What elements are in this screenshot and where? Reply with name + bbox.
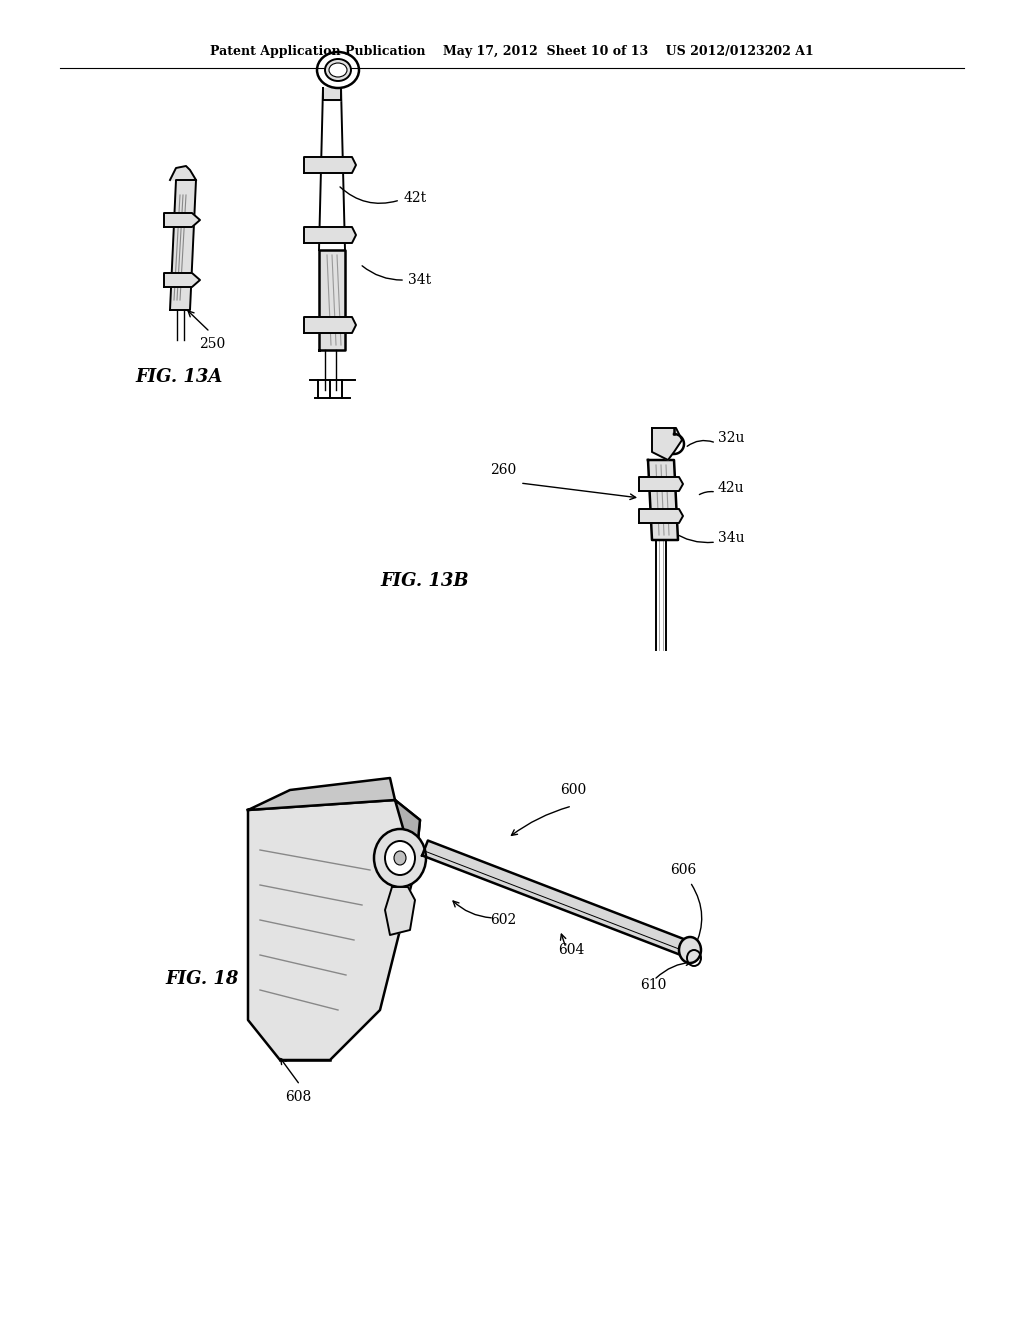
Ellipse shape: [325, 59, 351, 81]
Ellipse shape: [329, 63, 347, 77]
Polygon shape: [170, 180, 196, 310]
Ellipse shape: [394, 851, 406, 865]
Polygon shape: [323, 88, 341, 100]
Text: 260: 260: [490, 463, 516, 477]
Text: 600: 600: [560, 783, 587, 797]
Text: Patent Application Publication    May 17, 2012  Sheet 10 of 13    US 2012/012320: Patent Application Publication May 17, 2…: [210, 45, 814, 58]
Text: 42u: 42u: [718, 480, 744, 495]
Text: FIG. 18: FIG. 18: [165, 970, 239, 987]
Polygon shape: [652, 428, 682, 459]
Polygon shape: [304, 317, 356, 333]
Text: 604: 604: [558, 942, 585, 957]
Text: 608: 608: [285, 1090, 311, 1104]
Polygon shape: [422, 841, 693, 957]
Ellipse shape: [385, 841, 415, 875]
Ellipse shape: [374, 829, 426, 887]
Text: 250: 250: [199, 337, 225, 351]
Text: 42t: 42t: [404, 191, 427, 205]
Polygon shape: [639, 477, 683, 491]
Text: 606: 606: [670, 863, 696, 876]
Ellipse shape: [679, 937, 701, 964]
Text: FIG. 13B: FIG. 13B: [380, 572, 469, 590]
Polygon shape: [319, 249, 345, 350]
Polygon shape: [648, 459, 678, 540]
Polygon shape: [385, 887, 415, 935]
Text: FIG. 13A: FIG. 13A: [135, 368, 222, 385]
Text: 602: 602: [490, 913, 516, 927]
Text: 610: 610: [640, 978, 667, 993]
Polygon shape: [248, 800, 420, 1060]
Text: 32u: 32u: [718, 432, 744, 445]
Polygon shape: [248, 777, 395, 810]
Polygon shape: [304, 157, 356, 173]
Text: 34u: 34u: [718, 531, 744, 545]
Polygon shape: [395, 800, 420, 870]
Polygon shape: [170, 166, 196, 180]
Text: 34t: 34t: [408, 273, 431, 286]
Polygon shape: [164, 273, 200, 286]
Polygon shape: [304, 227, 356, 243]
Polygon shape: [164, 213, 200, 227]
Polygon shape: [639, 510, 683, 523]
